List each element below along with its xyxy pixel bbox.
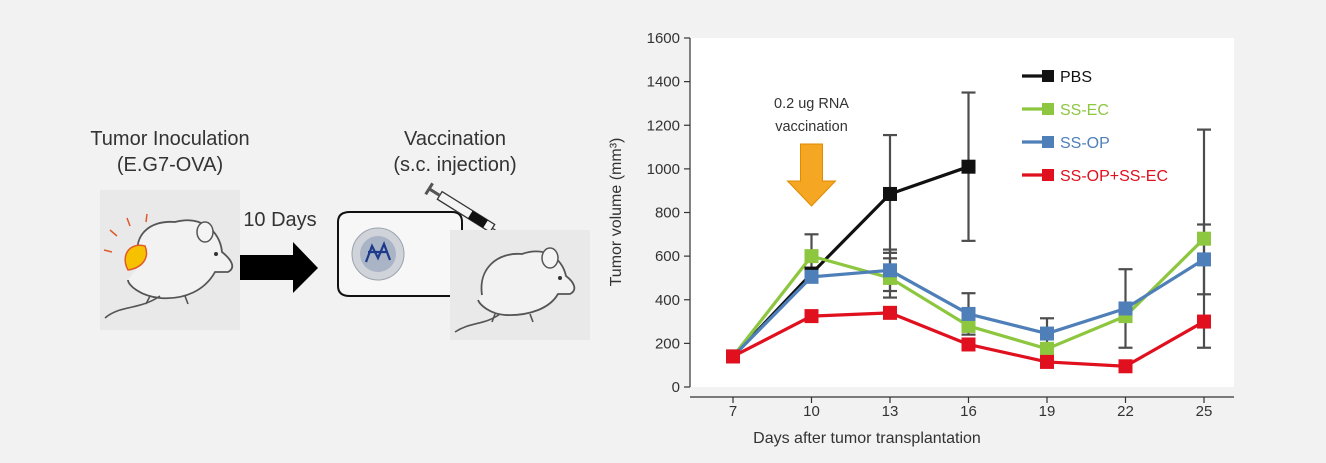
x-tick-label: 10: [803, 403, 820, 420]
syringe-icon: [424, 182, 508, 239]
x-axis-label: Days after tumor transplantation: [753, 430, 981, 447]
annotation-line-1: 0.2 ug RNA: [774, 96, 849, 112]
x-tick-label: 22: [1117, 403, 1134, 420]
data-point-ss-op: [1197, 252, 1211, 267]
legend-label-ss-ec: SS-EC: [1060, 102, 1109, 119]
data-point-ss-ec: [1197, 231, 1211, 246]
data-point-ss-op: [1118, 301, 1133, 316]
x-tick-label: 25: [1196, 403, 1213, 420]
y-tick-label: 1000: [647, 161, 680, 178]
tumor-mouse-icon: [100, 190, 240, 330]
vaccination-subtitle: (s.c. injection): [393, 154, 517, 176]
schematic-graphics: [100, 182, 590, 340]
interval-label: 10 Days: [243, 209, 317, 231]
data-point-ss-op-ss-ec: [804, 309, 819, 324]
data-point-ss-op-ss-ec: [1118, 359, 1133, 374]
data-point-ss-ec: [961, 318, 976, 333]
y-tick-label: 600: [655, 248, 680, 265]
legend-marker-ss-ec: [1042, 103, 1054, 115]
x-tick-label: 16: [960, 403, 977, 420]
legend-label-ss-op-ss-ec: SS-OP+SS-EC: [1060, 168, 1168, 185]
data-point-ss-op-ss-ec: [961, 337, 976, 352]
legend-marker-ss-op: [1042, 136, 1054, 148]
y-axis-label: Tumor volume (mm³): [608, 138, 625, 287]
y-tick-label: 400: [655, 292, 680, 309]
data-point-ss-op-ss-ec: [883, 305, 897, 320]
legend-marker-ss-op-ss-ec: [1042, 169, 1054, 181]
inoculation-title: Tumor Inoculation: [90, 128, 250, 150]
y-tick-label: 200: [655, 335, 680, 352]
tumor-volume-chart: 0 200 400 600 800 1000 1200 1400 1600 7 10 13 16 19 2…: [608, 30, 1234, 447]
y-tick-label: 1400: [647, 74, 680, 91]
data-point-ss-op: [961, 306, 976, 321]
vaccinated-mouse-icon: [450, 230, 590, 340]
data-point-ss-op: [883, 263, 897, 278]
data-point-pbs: [883, 186, 897, 201]
data-point-ss-op-ss-ec: [1197, 314, 1211, 329]
x-tick-label: 13: [882, 403, 899, 420]
data-point-ss-ec: [804, 249, 819, 264]
x-tick-label: 7: [729, 403, 737, 420]
inoculation-subtitle: (E.G7-OVA): [116, 154, 224, 176]
data-point-ss-op: [1040, 326, 1054, 341]
annotation-line-2: vaccination: [775, 119, 848, 135]
y-tick-label: 0: [672, 379, 680, 396]
vaccination-arrow-icon: [786, 143, 837, 207]
legend-label-pbs: PBS: [1060, 69, 1092, 86]
data-point-ss-op-ss-ec: [726, 349, 740, 364]
x-tick-label: 19: [1039, 403, 1056, 420]
legend-label-ss-op: SS-OP: [1060, 135, 1110, 152]
experiment-schematic: Tumor Inoculation (E.G7-OVA) Vaccination…: [0, 0, 600, 463]
interval-arrow-icon: [240, 242, 318, 293]
data-point-ss-ec: [1040, 341, 1054, 356]
y-tick-label: 800: [655, 205, 680, 222]
data-point-pbs: [961, 159, 976, 174]
data-point-ss-op-ss-ec: [1040, 354, 1054, 369]
y-tick-label: 1200: [647, 117, 680, 134]
y-tick-label: 1600: [647, 30, 680, 47]
data-point-ss-op: [804, 269, 819, 284]
vaccination-title: Vaccination: [404, 128, 506, 150]
legend-marker-pbs: [1042, 70, 1054, 82]
